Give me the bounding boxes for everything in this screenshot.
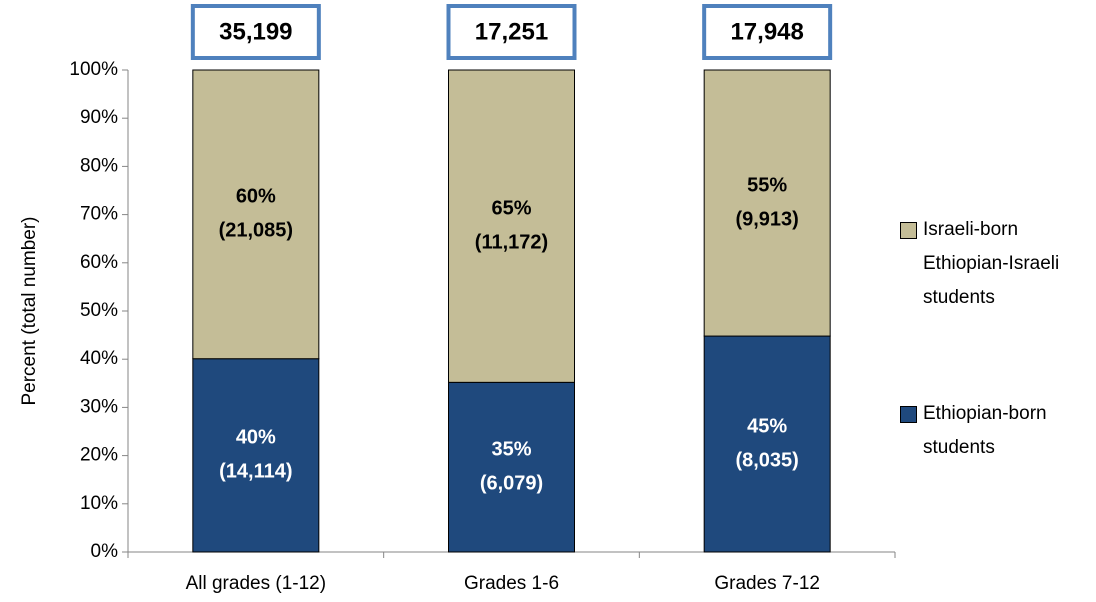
legend-swatch xyxy=(900,406,917,423)
legend-swatch xyxy=(900,222,917,239)
value-label: 45% xyxy=(747,415,787,437)
total-label: 17,948 xyxy=(730,18,803,45)
count-label: (14,114) xyxy=(219,461,292,483)
legend-item: Ethiopian-born students xyxy=(900,397,1073,465)
value-label: 60% xyxy=(236,186,276,208)
y-tick-label: 70% xyxy=(80,204,118,225)
total-label: 17,251 xyxy=(475,18,548,45)
y-tick-label: 10% xyxy=(80,493,118,514)
y-tick-label: 60% xyxy=(80,252,118,273)
value-label: 65% xyxy=(491,197,531,219)
y-tick-label: 90% xyxy=(80,107,118,128)
legend-item: Israeli-born Ethiopian-Israeli students xyxy=(900,213,1073,315)
y-tick-label: 0% xyxy=(91,541,119,562)
bar-segment xyxy=(192,358,320,553)
count-label: (6,079) xyxy=(480,472,543,494)
bar-segment xyxy=(703,69,831,337)
y-tick-label: 50% xyxy=(80,300,118,321)
total-box xyxy=(190,4,321,60)
legend-label: Israeli-born Ethiopian-Israeli students xyxy=(923,219,1060,308)
count-label: (9,913) xyxy=(735,208,798,230)
x-tick-label: All grades (1-12) xyxy=(186,573,326,594)
bar-segment xyxy=(448,69,575,383)
x-tick-label: Grades 1-6 xyxy=(464,573,559,594)
count-label: (21,085) xyxy=(219,220,294,242)
y-tick-label: 30% xyxy=(80,396,118,417)
value-label: 35% xyxy=(491,438,531,460)
y-tick-label: 100% xyxy=(69,59,118,80)
total-label: 35,199 xyxy=(219,18,292,45)
bar-segment xyxy=(448,381,575,553)
value-label: 40% xyxy=(236,427,276,449)
count-label: (11,172) xyxy=(475,231,548,253)
y-tick-label: 80% xyxy=(80,155,118,176)
bar-segment xyxy=(703,335,831,553)
y-tick-label: 20% xyxy=(80,445,118,466)
total-box xyxy=(446,4,577,60)
y-axis-title: Percent (total number) xyxy=(19,216,40,405)
x-tick-label: Grades 7-12 xyxy=(714,573,820,594)
y-tick-label: 40% xyxy=(80,348,118,369)
total-box xyxy=(702,4,833,60)
count-label: (8,035) xyxy=(735,449,798,471)
legend-label: Ethiopian-born students xyxy=(923,403,1047,458)
value-label: 55% xyxy=(747,174,787,196)
bar-segment xyxy=(192,69,320,360)
